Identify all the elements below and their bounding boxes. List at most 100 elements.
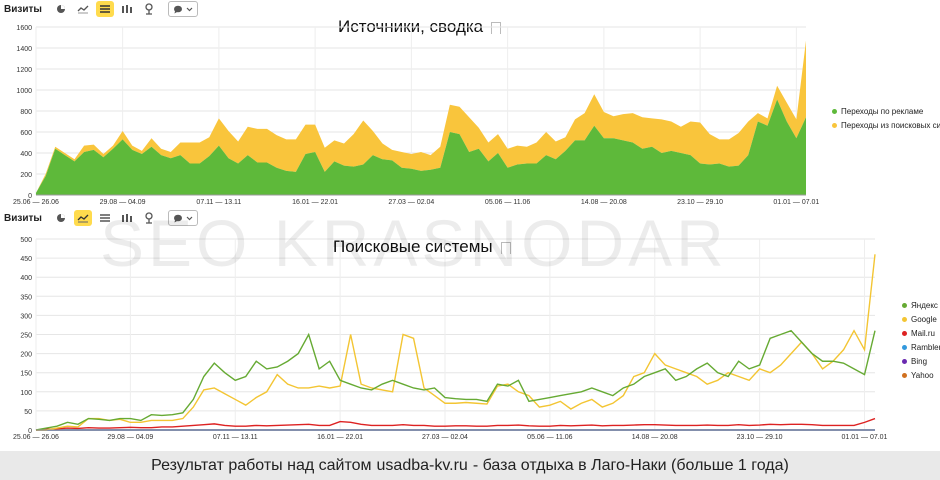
pie-icon [56,5,65,13]
y-tick-label: 1000 [16,88,32,95]
chart-bottom-title: Поисковые системы [333,237,511,257]
annotation-dropdown[interactable] [167,210,198,226]
legend-swatch [832,109,837,114]
caption-text-after: - база отдыха в Лаго-Наки (больше 1 года… [472,456,789,474]
watermark: SEO KRASNODAR [100,206,728,280]
line-chart-button[interactable] [74,1,92,17]
toolbar-top-label: Визиты [4,3,42,15]
legend-label: Bing [911,357,928,366]
legend-item[interactable]: Mail.ru [902,329,940,338]
stacked-area-icon [99,5,110,13]
y-tick-label: 600 [20,130,32,137]
legend-label: Yahoo [911,371,934,380]
x-tick-label: 14.08 — 20.08 [632,434,678,441]
bar-chart-button[interactable] [118,1,136,17]
line-icon [77,214,89,223]
toolbar-bottom: Визиты [4,209,198,227]
legend-swatch [902,303,907,308]
y-tick-label: 0 [28,193,32,200]
legend-label: Rambler [911,343,940,352]
y-tick-label: 0 [28,428,32,435]
x-tick-label: 23.10 — 29.10 [737,434,783,441]
x-tick-label: 27.03 — 02.04 [388,199,434,206]
y-tick-label: 1400 [16,46,32,53]
bookmark-icon[interactable] [500,241,511,254]
pie-icon [56,214,65,222]
legend-label: Переходы из поисковых систем [841,121,940,130]
caption-text: Результат работы над сайтом [151,456,372,474]
line-icon [77,5,89,14]
x-tick-label: 07.11 — 13.11 [196,199,241,206]
pie-chart-button[interactable] [52,210,70,226]
y-tick-label: 100 [20,390,32,397]
legend-item[interactable]: Rambler [902,343,940,352]
bookmark-icon[interactable] [491,21,502,34]
x-tick-label: 25.06 — 26.06 [13,199,59,206]
legend-item[interactable]: Bing [902,357,940,366]
map-button[interactable] [140,1,158,17]
chart-top: 0 200 400 600 800 1000 1200 1400 1600 25.06 — 26.… [13,25,819,206]
stacked-area-button[interactable] [96,210,114,226]
legend-label: Mail.ru [911,329,936,338]
x-tick-label: 29.08 — 04.09 [100,199,146,206]
x-tick-label: 07.11 — 13.11 [213,434,258,441]
stacked-area-button[interactable] [95,1,114,17]
x-tick-label: 01.01 — 07.01 [773,199,819,206]
series-line [35,417,876,431]
series-area-ads [36,99,806,195]
series-line [36,254,876,431]
legend-swatch [902,317,907,322]
map-pin-icon [145,212,153,224]
pie-chart-button[interactable] [52,1,70,17]
y-tick-label: 400 [20,275,32,282]
map-button[interactable] [140,210,158,226]
legend-item[interactable]: Яндекс [902,301,940,310]
series-line [35,329,876,431]
chevron-down-icon [186,7,193,11]
caption-site: usadba-kv.ru [376,456,468,474]
y-tick-label: 300 [20,313,32,320]
legend-swatch [902,345,907,350]
chart-bottom: 0 50 100 150 200 250 300 350 400 450 500 25.06 — 26… [13,237,888,441]
comment-icon [173,5,182,13]
legend-label: Яндекс [911,301,938,310]
toolbar-top: Визиты [4,0,198,18]
y-tick-label: 1600 [16,25,32,32]
legend-label: Переходы по рекламе [841,107,924,116]
legend-item[interactable]: Переходы из поисковых систем [832,121,940,130]
legend-top: Переходы по рекламе Переходы из поисковых… [832,107,940,135]
line-chart-button[interactable] [73,210,92,226]
legend-swatch [832,123,837,128]
legend-item[interactable]: Google [902,315,940,324]
y-tick-label: 200 [20,172,32,179]
legend-label: Google [911,315,937,324]
series-area-search [36,40,806,193]
toolbar-bottom-label: Визиты [4,212,42,224]
legend-item[interactable]: Yahoo [902,371,940,380]
x-tick-label: 23.10 — 29.10 [677,199,723,206]
chevron-down-icon [186,216,193,220]
x-tick-label: 29.08 — 04.09 [107,434,153,441]
x-tick-label: 05.06 — 11.06 [527,434,573,441]
y-tick-label: 350 [20,294,32,301]
x-tick-label: 25.06 — 26.06 [13,434,59,441]
chart-bottom-title-text: Поисковые системы [333,237,493,256]
y-tick-label: 1200 [16,67,32,74]
x-tick-label: 05.06 — 11.06 [485,199,531,206]
legend-item[interactable]: Переходы по рекламе [832,107,940,116]
x-tick-label: 01.01 — 07.01 [842,434,888,441]
caption-bar: Результат работы над сайтом usadba-kv.ru… [0,451,940,480]
y-tick-label: 500 [20,237,32,244]
annotation-dropdown[interactable] [167,1,198,17]
y-tick-label: 250 [20,333,32,340]
bar-chart-button[interactable] [118,210,136,226]
y-tick-label: 450 [20,256,32,263]
legend-swatch [902,359,907,364]
y-tick-label: 150 [20,371,32,378]
legend-bottom: Яндекс Google Mail.ru Rambler Bing Yahoo [902,301,940,385]
x-tick-label: 14.08 — 20.08 [581,199,627,206]
x-tick-label: 27.03 — 02.04 [422,434,468,441]
y-tick-label: 50 [24,409,32,416]
x-tick-label: 16.01 — 22.01 [292,199,338,206]
comment-icon [173,214,182,222]
